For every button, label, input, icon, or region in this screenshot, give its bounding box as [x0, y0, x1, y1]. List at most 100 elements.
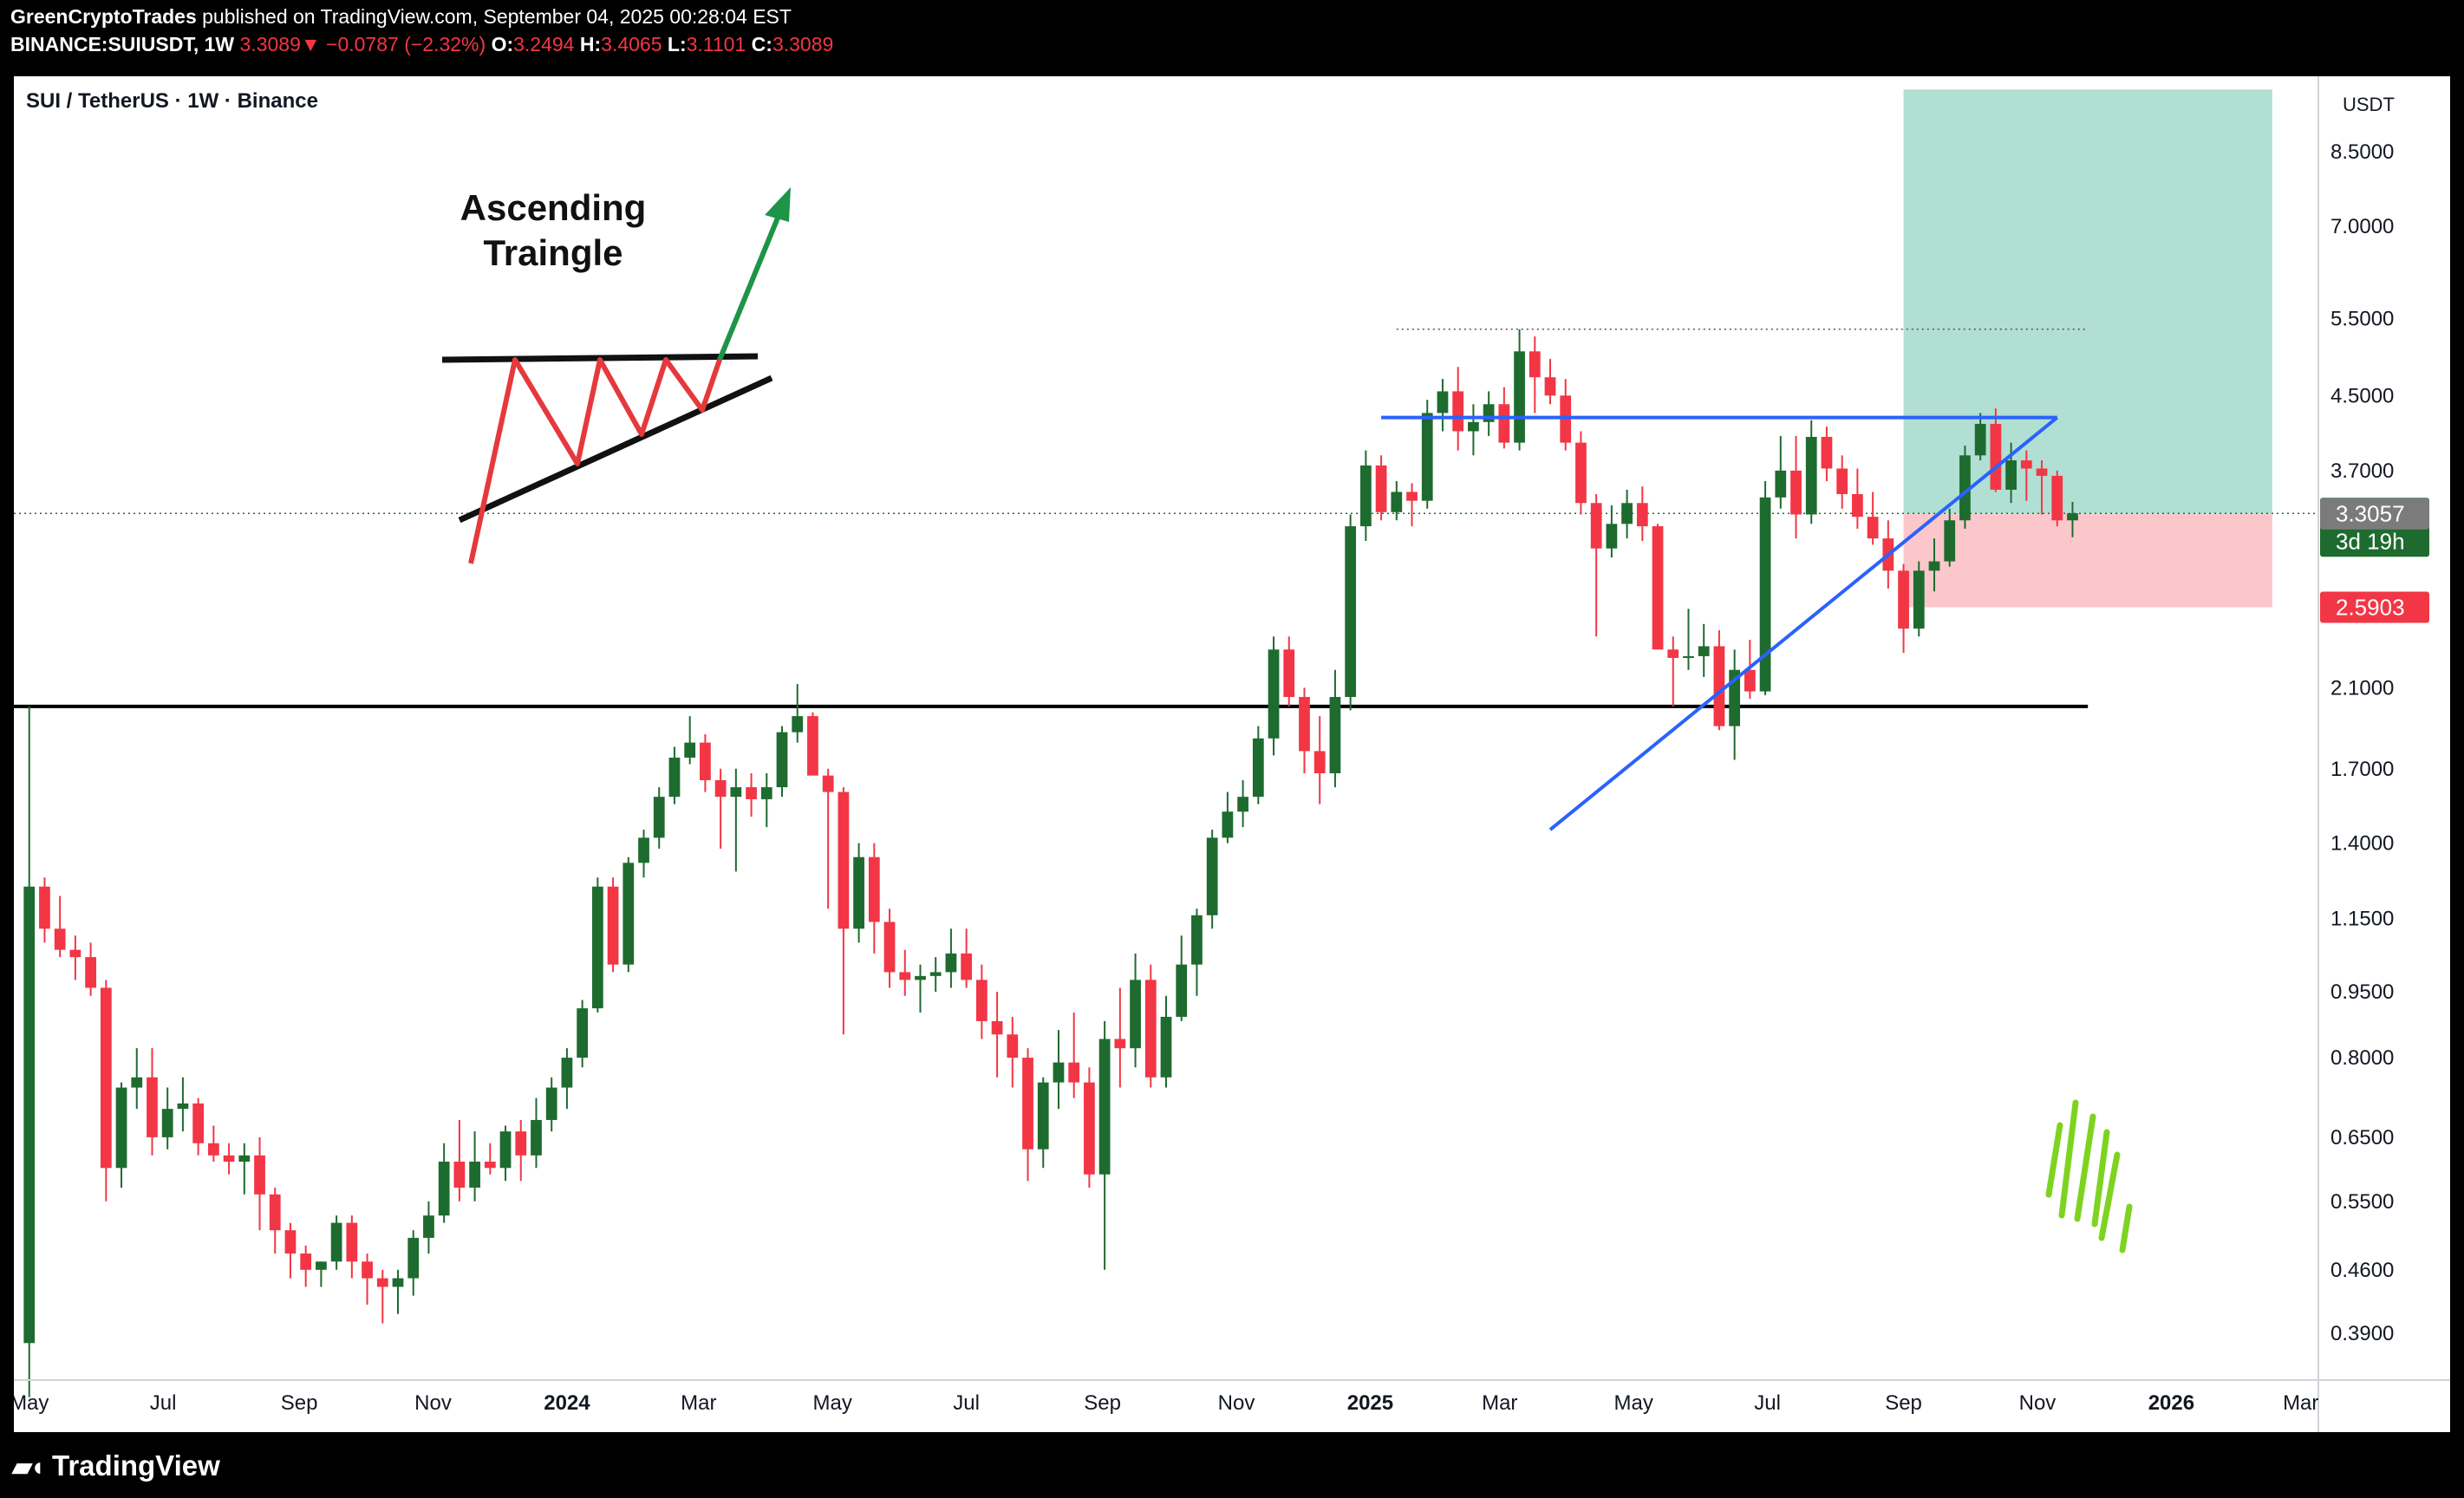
candle	[484, 1143, 496, 1175]
candle-body	[961, 953, 973, 980]
candle	[1683, 609, 1694, 670]
candle-body	[1130, 980, 1141, 1049]
candle	[1790, 435, 1802, 539]
candle	[1990, 408, 2002, 492]
candle-body	[1345, 526, 1357, 697]
candle-body	[1590, 503, 1602, 549]
candle-body	[2036, 468, 2048, 476]
author-name[interactable]: GreenCryptoTrades	[10, 5, 197, 28]
candle	[316, 1261, 327, 1287]
candle-body	[623, 863, 635, 965]
candle-body	[1683, 655, 1694, 658]
candle-body	[684, 742, 696, 758]
candle-body	[1852, 493, 1863, 518]
candle-body	[899, 972, 911, 980]
time-axis[interactable]: May Jul Sep Nov 2024 Mar May Jul Sep Nov 2025 Mar Ma…	[10, 1391, 2318, 1415]
candle	[330, 1215, 342, 1270]
candle-body	[484, 1161, 496, 1169]
candle-body	[423, 1215, 434, 1238]
candle	[2067, 501, 2078, 537]
candle-body	[330, 1222, 342, 1262]
price-label: 2.5903	[2320, 591, 2429, 623]
candle-body	[545, 1087, 557, 1120]
candle	[69, 935, 81, 980]
candle-body	[1775, 470, 1787, 498]
candle	[868, 843, 880, 954]
candle-body	[362, 1261, 373, 1279]
candle	[1468, 404, 1479, 456]
candle	[561, 1048, 573, 1110]
candle-body	[577, 1008, 589, 1058]
candle	[1867, 492, 1879, 545]
candle-body	[1252, 738, 1264, 798]
candle	[238, 1143, 251, 1195]
price-axis[interactable]: 8.5000 7.0000 5.5000 4.5000 3.7000 2.1000 1.70…	[2330, 140, 2394, 1345]
candle-body	[1698, 646, 1710, 656]
footer-bar	[0, 1432, 2464, 1498]
candle-body	[1359, 465, 1372, 527]
candle	[1944, 508, 1956, 567]
candle-body	[638, 837, 649, 863]
candle	[883, 909, 896, 988]
branding-text: TradingView	[52, 1449, 220, 1482]
time-tick-label: 2026	[2148, 1391, 2194, 1415]
candle	[1805, 420, 1817, 524]
candle-body	[161, 1109, 173, 1137]
time-tick-label: Nov	[1218, 1391, 1255, 1415]
candle	[1391, 480, 1403, 521]
candle	[653, 787, 665, 849]
candle-body	[1928, 561, 1940, 571]
candle	[1237, 779, 1248, 828]
candle	[1713, 629, 1725, 731]
candle	[1329, 669, 1341, 788]
candle	[453, 1119, 466, 1202]
low-value: 3.1101	[686, 33, 746, 55]
candle-body	[1191, 915, 1203, 965]
chart-title: SUI / TetherUS · 1W · Binance	[26, 89, 318, 113]
candle	[1928, 538, 1940, 592]
candle-body	[1667, 649, 1679, 658]
candle	[607, 877, 619, 973]
candle-body	[1007, 1034, 1019, 1058]
candle-body	[1821, 436, 1833, 469]
candle-body	[300, 1253, 312, 1270]
candle	[1037, 1077, 1049, 1169]
candle	[1084, 1067, 1095, 1188]
candle	[407, 1230, 420, 1296]
close-label: C:	[751, 33, 772, 55]
tradingview-logo[interactable]: ▰◖ TradingView	[12, 1449, 220, 1482]
candle	[23, 706, 36, 1397]
candle	[577, 1000, 589, 1068]
candle-body	[561, 1058, 573, 1088]
candle-body	[1268, 649, 1280, 739]
candle	[1022, 1048, 1033, 1182]
candle-body	[1114, 1039, 1126, 1049]
candle-body	[1959, 455, 1971, 521]
candle-body	[945, 953, 957, 973]
price-tick-label: 0.6500	[2330, 1126, 2394, 1150]
candle-body	[792, 716, 804, 733]
candle	[623, 856, 635, 973]
candle-body	[1913, 570, 1925, 629]
candle	[300, 1245, 312, 1287]
chart-frame[interactable]: Ascending Traingle SUI / TetherUS · 1W ·…	[10, 76, 2450, 1432]
candle	[499, 1125, 512, 1182]
time-tick-label: Sep	[281, 1391, 318, 1415]
candle	[1252, 726, 1264, 804]
candle-body	[838, 791, 850, 929]
candle-body	[1437, 391, 1449, 414]
candle-body	[1898, 570, 1909, 629]
candle	[147, 1048, 158, 1156]
candle	[1775, 435, 1787, 509]
candle-body	[23, 886, 36, 1344]
open-label: O:	[491, 33, 514, 55]
candle-body	[2051, 475, 2063, 521]
price-chart[interactable]: Ascending Traingle SUI / TetherUS · 1W ·…	[10, 76, 2450, 1432]
candle-body	[376, 1278, 388, 1287]
price-tick-label: 0.9500	[2330, 980, 2394, 1004]
candle-body	[1867, 517, 1879, 539]
time-tick-label: Jul	[1754, 1391, 1781, 1415]
candle-body	[1313, 751, 1326, 773]
symbol-label: BINANCE:SUIUSDT, 1W	[10, 33, 235, 55]
